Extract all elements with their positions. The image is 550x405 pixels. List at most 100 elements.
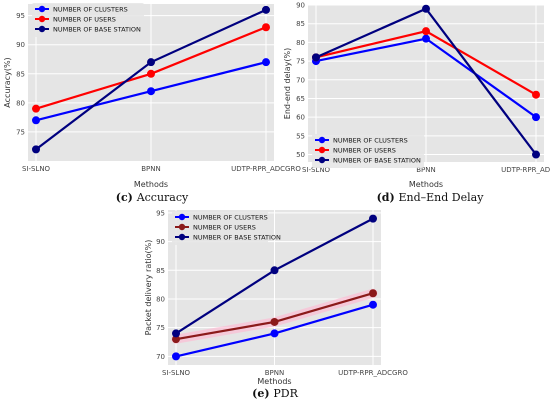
legend-entry: NUMBER OF USERS [193, 223, 256, 231]
y-tick-label: 95 [156, 209, 165, 217]
data-point [262, 23, 270, 32]
x-tick-label: UDTP-RPR_ADCGRO [338, 369, 408, 377]
panel-caption: (e) PDR [252, 387, 298, 400]
y-tick-label: 80 [296, 39, 305, 47]
y-axis-label: Accuracy(%) [3, 57, 12, 107]
chart-pdr: 70 75 80 85 90 95 SI-SLNO BPNN UDTP-RPR_ADCGRO Me… [144, 209, 408, 400]
caption-text: End–End Delay [399, 191, 485, 204]
y-tick-label: 95 [16, 12, 25, 20]
series-2 [172, 214, 377, 338]
series-1 [32, 23, 270, 113]
legend-swatch-marker [318, 156, 326, 164]
legend-entry: NUMBER OF CLUSTERS [53, 5, 128, 13]
y-axis-label: Packet delivery ratio(%) [144, 240, 153, 336]
x-tick-label: UDTP-RPR_ADCGRO [501, 166, 550, 174]
legend-swatch-marker [38, 5, 46, 13]
legend-swatch-marker [38, 15, 46, 23]
legend-entry: NUMBER OF CLUSTERS [333, 136, 408, 144]
data-point [270, 317, 279, 326]
x-tick-label: UDTP-RPR_ADCGRO [231, 165, 301, 173]
x-tick-label: SI-SLNO [302, 166, 331, 174]
caption-letter: (c) [116, 191, 137, 204]
legend: NUMBER OF CLUSTERS NUMBER OF USERS NUMBER … [32, 3, 144, 37]
y-tick-label: 70 [296, 76, 305, 84]
y-tick-label: 80 [16, 99, 25, 107]
legend-entry: NUMBER OF CLUSTERS [193, 213, 268, 221]
data-point [172, 329, 180, 338]
legend-entry: NUMBER OF BASE STATION [193, 233, 281, 241]
caption-letter: (e) [252, 387, 273, 400]
legend-box [172, 211, 268, 245]
x-tick-label: SI-SLNO [22, 165, 51, 173]
y-tick-label: 90 [296, 2, 305, 10]
legend-entry: NUMBER OF USERS [53, 15, 116, 23]
legend: NUMBER OF CLUSTERS NUMBER OF USERS NUMBER … [172, 211, 281, 245]
x-tick-label: BPNN [416, 166, 436, 174]
x-tick-label: BPNN [141, 165, 161, 173]
caption-text: Accuracy [136, 191, 189, 204]
data-point [369, 214, 377, 223]
data-point [270, 266, 279, 275]
legend-entry: NUMBER OF BASE STATION [333, 156, 421, 164]
y-tick-label: 85 [156, 267, 165, 275]
caption-letter: (d) [377, 191, 399, 204]
data-point [172, 352, 180, 361]
x-axis-label: Methods [257, 377, 291, 386]
x-axis-label: Methods [134, 180, 168, 189]
legend-swatch-marker [318, 136, 326, 144]
x-tick-label: BPNN [265, 369, 285, 377]
series-2 [32, 5, 270, 154]
legend-swatch-marker [38, 25, 46, 33]
chart-delay: 50 55 60 65 70 75 80 85 90 SI-SLNO BPNN UDTP-RPR_AD… [283, 2, 550, 205]
legend: NUMBER OF CLUSTERS NUMBER OF USERS NUMBER … [312, 134, 424, 168]
y-tick-label: 90 [16, 41, 25, 49]
data-point [32, 116, 40, 125]
legend-entry: NUMBER OF USERS [333, 146, 396, 154]
data-point [147, 69, 155, 78]
y-axis-label: End-end delay(%) [283, 48, 292, 119]
data-point [32, 104, 40, 113]
y-tick-label: 85 [296, 20, 305, 28]
series-1 [171, 288, 378, 344]
y-tick-label: 75 [16, 128, 25, 136]
data-point [270, 329, 279, 338]
y-tick-label: 55 [296, 132, 305, 140]
panel-caption: (c) Accuracy [116, 191, 189, 204]
data-point [422, 27, 430, 36]
data-point [369, 289, 377, 298]
legend-box [32, 3, 144, 37]
y-tick-label: 65 [296, 95, 305, 103]
x-tick-label: SI-SLNO [162, 369, 191, 377]
legend-swatch-marker [178, 233, 186, 241]
data-point [312, 53, 320, 62]
data-point [369, 300, 377, 309]
series-0 [172, 300, 377, 361]
y-tick-label: 75 [296, 58, 305, 66]
data-point [532, 90, 540, 99]
y-tick-label: 70 [156, 353, 165, 361]
data-point [147, 58, 155, 67]
data-point [422, 34, 430, 43]
caption-text: PDR [273, 387, 298, 400]
data-point [532, 113, 540, 122]
x-axis-label: Methods [409, 180, 443, 189]
data-point [422, 4, 430, 13]
legend-entry: NUMBER OF BASE STATION [53, 25, 141, 33]
y-tick-label: 60 [296, 114, 305, 122]
y-tick-label: 75 [156, 324, 165, 332]
panel-caption: (d) End–End Delay [377, 191, 485, 204]
data-point [532, 150, 540, 159]
data-point [32, 145, 40, 154]
y-tick-label: 90 [156, 238, 165, 246]
data-point [262, 5, 270, 14]
data-point [262, 58, 270, 67]
data-point [147, 87, 155, 96]
series-2 [312, 4, 540, 159]
legend-box [312, 134, 424, 168]
chart-accuracy: 75 80 85 90 95 SI-SLNO BPNN UDTP-RPR_ADCGRO Meth… [3, 3, 301, 204]
series-0 [32, 58, 270, 125]
y-tick-label: 85 [16, 70, 25, 78]
legend-swatch-marker [178, 223, 186, 231]
data-point [172, 335, 180, 344]
